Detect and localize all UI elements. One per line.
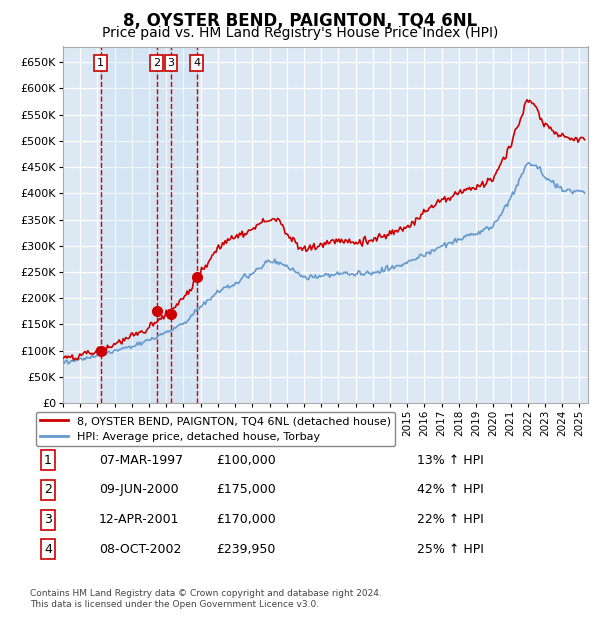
- Text: 3: 3: [44, 513, 52, 526]
- Text: 8, OYSTER BEND, PAIGNTON, TQ4 6NL: 8, OYSTER BEND, PAIGNTON, TQ4 6NL: [123, 12, 477, 30]
- Text: 2: 2: [153, 58, 160, 68]
- Text: 4: 4: [44, 543, 52, 556]
- Text: £170,000: £170,000: [216, 513, 276, 526]
- Text: Price paid vs. HM Land Registry's House Price Index (HPI): Price paid vs. HM Land Registry's House …: [102, 26, 498, 40]
- Text: 13% ↑ HPI: 13% ↑ HPI: [417, 454, 484, 466]
- Text: 22% ↑ HPI: 22% ↑ HPI: [417, 513, 484, 526]
- Bar: [101, 46, 197, 403]
- Legend: 8, OYSTER BEND, PAIGNTON, TQ4 6NL (detached house), HPI: Average price, detached: 8, OYSTER BEND, PAIGNTON, TQ4 6NL (detac…: [35, 412, 395, 446]
- Text: 08-OCT-2002: 08-OCT-2002: [99, 543, 181, 556]
- Text: £100,000: £100,000: [216, 454, 276, 466]
- Text: 42% ↑ HPI: 42% ↑ HPI: [417, 484, 484, 496]
- Text: 4: 4: [193, 58, 200, 68]
- Text: 12-APR-2001: 12-APR-2001: [99, 513, 179, 526]
- Text: 09-JUN-2000: 09-JUN-2000: [99, 484, 179, 496]
- Text: 07-MAR-1997: 07-MAR-1997: [99, 454, 183, 466]
- Text: 3: 3: [167, 58, 175, 68]
- Text: £239,950: £239,950: [217, 543, 276, 556]
- Text: 25% ↑ HPI: 25% ↑ HPI: [417, 543, 484, 556]
- Text: 2: 2: [44, 484, 52, 496]
- Text: £175,000: £175,000: [216, 484, 276, 496]
- Text: Contains HM Land Registry data © Crown copyright and database right 2024.
This d: Contains HM Land Registry data © Crown c…: [30, 590, 382, 609]
- Text: 1: 1: [97, 58, 104, 68]
- Text: 1: 1: [44, 454, 52, 466]
